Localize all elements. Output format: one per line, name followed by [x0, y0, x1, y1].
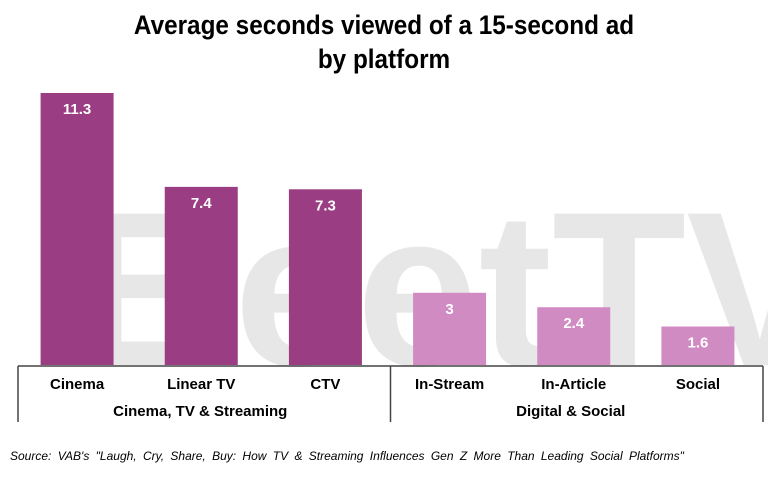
- chart-title-line-2: by platform: [317, 44, 451, 74]
- value-label-ctv: 7.3: [315, 197, 336, 214]
- bar-social: [661, 326, 735, 365]
- bar-linear-tv: [164, 186, 238, 365]
- source-note: Source: VAB's "Laugh, Cry, Share, Buy: H…: [10, 449, 684, 463]
- value-label-cinema: 11.3: [63, 101, 91, 118]
- value-label-social: 1.6: [687, 334, 708, 351]
- group-label-0: Cinema, TV & Streaming: [113, 403, 287, 420]
- bar-cinema: [40, 93, 114, 365]
- value-label-linear-tv: 7.4: [191, 195, 213, 212]
- category-label-social: Social: [676, 376, 720, 393]
- bar-in-article: [537, 307, 611, 365]
- value-label-in-article: 2.4: [563, 315, 585, 332]
- category-label-in-stream: In-Stream: [415, 376, 484, 393]
- category-label-in-article: In-Article: [541, 376, 606, 393]
- category-axis: Cinema Linear TV CTV In-Stream In-Article Soc…: [17, 365, 764, 422]
- category-label-cinema: Cinema: [50, 376, 105, 393]
- group-label-1: Digital & Social: [516, 403, 625, 420]
- category-label-linear-tv: Linear TV: [167, 376, 235, 393]
- value-label-in-stream: 3: [445, 301, 453, 318]
- bars-layer: 11.3 7.4 7.3 3 2.4 1.6: [40, 93, 735, 365]
- bar-ctv: [288, 189, 362, 365]
- chart-title: Average seconds viewed of a 15-second ad…: [38, 8, 729, 76]
- bar-in-stream: [413, 292, 487, 365]
- category-label-ctv: CTV: [310, 376, 340, 393]
- chart-title-line-1: Average seconds viewed of a 15-second ad: [133, 10, 635, 40]
